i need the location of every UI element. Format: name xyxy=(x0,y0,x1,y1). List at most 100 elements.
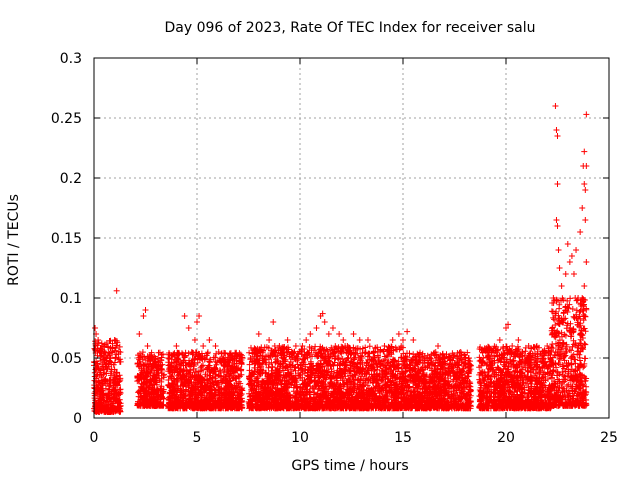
x-tick-label: 5 xyxy=(193,430,202,446)
data-point xyxy=(573,247,580,253)
data-point xyxy=(583,111,590,118)
data-point xyxy=(509,343,516,349)
data-point xyxy=(435,343,442,349)
chart-title: Day 096 of 2023, Rate Of TEC Index for r… xyxy=(164,20,535,36)
data-point xyxy=(553,127,560,133)
data-point xyxy=(540,355,547,361)
data-point xyxy=(465,355,472,361)
data-point xyxy=(552,103,559,109)
data-point xyxy=(581,148,588,155)
data-point xyxy=(525,343,532,349)
data-point xyxy=(319,310,326,317)
data-point xyxy=(212,343,219,349)
data-point xyxy=(292,343,299,349)
y-axis-label: ROTI / TECUs xyxy=(6,194,22,286)
data-point xyxy=(519,349,526,355)
density-band-markers xyxy=(91,295,590,415)
data-point xyxy=(488,349,495,355)
data-point xyxy=(515,337,522,343)
data-point xyxy=(158,367,165,373)
data-point xyxy=(329,325,336,331)
data-point xyxy=(381,343,388,349)
data-point xyxy=(582,187,589,193)
data-point xyxy=(350,331,357,337)
data-point xyxy=(206,337,213,343)
data-point xyxy=(583,163,590,169)
data-point xyxy=(579,295,586,301)
data-point xyxy=(299,349,306,355)
data-point xyxy=(505,321,512,328)
data-point xyxy=(113,287,120,294)
data-point xyxy=(581,181,588,187)
data-point xyxy=(101,343,108,349)
data-point xyxy=(140,313,147,319)
data-point xyxy=(544,343,551,349)
data-point xyxy=(165,355,172,361)
data-point xyxy=(570,271,577,277)
data-point xyxy=(480,355,487,361)
data-point xyxy=(371,355,378,361)
data-point xyxy=(255,331,262,337)
data-point xyxy=(276,343,283,349)
data-point xyxy=(266,337,273,343)
data-point xyxy=(307,331,314,337)
data-point xyxy=(457,349,464,355)
x-tick-label: 0 xyxy=(90,430,99,446)
data-point xyxy=(566,259,573,265)
data-point xyxy=(150,361,157,367)
data-point xyxy=(99,361,106,367)
data-point xyxy=(92,325,99,331)
data-point xyxy=(389,337,396,343)
x-tick-label: 20 xyxy=(497,430,515,446)
data-point xyxy=(426,355,433,361)
data-point xyxy=(103,355,110,361)
x-tick-label: 10 xyxy=(291,430,309,446)
x-axis-tick-labels: 0 5 10 15 20 25 xyxy=(90,430,618,446)
axis-ticks xyxy=(93,57,610,419)
data-point xyxy=(447,355,454,361)
data-point xyxy=(194,319,200,325)
y-tick-label: 0.1 xyxy=(60,291,82,307)
data-point xyxy=(313,325,320,331)
data-point xyxy=(395,331,402,337)
data-point xyxy=(173,343,180,349)
data-point xyxy=(325,331,332,337)
x-tick-label: 15 xyxy=(394,430,412,446)
data-density-band xyxy=(91,295,590,415)
y-axis-tick-labels: 0 0.05 0.1 0.15 0.2 0.25 0.3 xyxy=(51,51,82,427)
data-point xyxy=(144,343,151,349)
data-point xyxy=(556,265,563,271)
data-point xyxy=(416,355,423,361)
data-point xyxy=(270,319,277,325)
data-point xyxy=(568,253,575,259)
data-point xyxy=(579,205,586,211)
data-point xyxy=(554,223,561,229)
data-point xyxy=(582,217,589,223)
data-point xyxy=(564,241,571,247)
data-point xyxy=(583,259,590,265)
data-points xyxy=(92,103,590,373)
x-tick-label: 25 xyxy=(600,430,618,446)
grid-lines xyxy=(94,58,609,418)
data-point xyxy=(553,217,560,223)
data-point xyxy=(340,337,347,343)
y-tick-label: 0.05 xyxy=(51,351,82,367)
data-point xyxy=(142,307,149,313)
y-tick-label: 0.2 xyxy=(60,171,82,187)
data-point xyxy=(247,355,254,361)
data-point xyxy=(321,319,328,325)
data-point xyxy=(284,337,291,343)
data-point xyxy=(105,361,112,367)
x-axis-label: GPS time / hours xyxy=(291,458,408,474)
data-point xyxy=(550,295,557,301)
y-tick-label: 0.25 xyxy=(51,111,82,127)
data-point xyxy=(533,343,540,349)
data-point xyxy=(344,343,351,349)
data-point xyxy=(410,337,417,343)
data-point xyxy=(97,349,104,355)
data-point xyxy=(303,337,310,343)
data-point xyxy=(577,229,584,235)
data-point xyxy=(554,181,561,187)
data-point xyxy=(111,337,118,343)
